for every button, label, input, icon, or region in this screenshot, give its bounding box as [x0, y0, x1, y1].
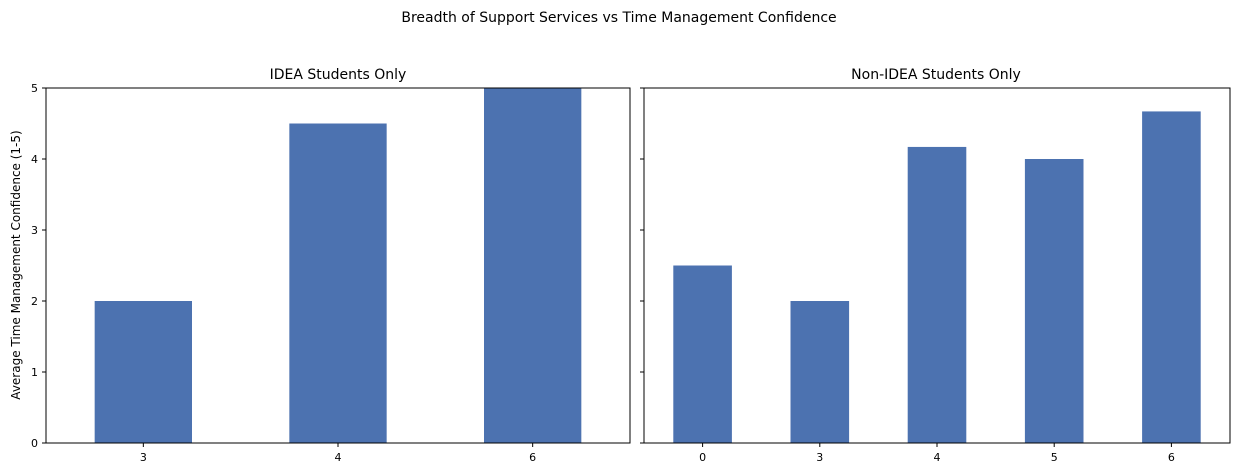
- x-tick-label-non-idea-4: 6: [1168, 451, 1175, 464]
- x-tick-label-non-idea-0: 0: [699, 451, 706, 464]
- panel-title-non-idea: Non-IDEA Students Only: [851, 67, 1021, 83]
- bar-non-idea-4: [907, 146, 967, 443]
- x-tick-label-idea-1: 4: [335, 451, 342, 464]
- x-tick-label-idea-2: 6: [529, 451, 536, 464]
- x-tick-label-idea-0: 3: [140, 451, 147, 464]
- panel-title-idea: IDEA Students Only: [270, 67, 407, 83]
- bar-non-idea-0: [673, 265, 732, 443]
- bar-idea-6: [484, 88, 582, 443]
- x-tick-label-non-idea-1: 3: [816, 451, 823, 464]
- x-tick-label-non-idea-2: 4: [934, 451, 941, 464]
- bar-non-idea-3: [790, 301, 850, 443]
- x-tick-label-non-idea-3: 5: [1051, 451, 1058, 464]
- y-tick-label-4: 4: [31, 153, 38, 166]
- bar-idea-3: [94, 301, 192, 443]
- panel-idea: IDEA Students Only 3 4 6 0 1 2 3 4 5: [31, 67, 631, 464]
- bar-non-idea-6: [1142, 111, 1201, 444]
- axes-frame-non-idea: [643, 87, 1231, 444]
- panel-non-idea: Non-IDEA Students Only 0 3 4 5 6: [640, 67, 1231, 464]
- bar-non-idea-5: [1024, 159, 1084, 443]
- y-tick-label-0: 0: [31, 437, 38, 450]
- y-tick-label-3: 3: [31, 224, 38, 237]
- y-tick-label-2: 2: [31, 295, 38, 308]
- chart-title: Breadth of Support Services vs Time Mana…: [401, 10, 836, 26]
- axes-frame-idea: [45, 87, 631, 444]
- y-axis-label: Average Time Management Confidence (1-5): [9, 130, 23, 399]
- bar-idea-4: [289, 123, 387, 443]
- y-tick-label-1: 1: [31, 366, 38, 379]
- y-tick-label-5: 5: [31, 82, 38, 95]
